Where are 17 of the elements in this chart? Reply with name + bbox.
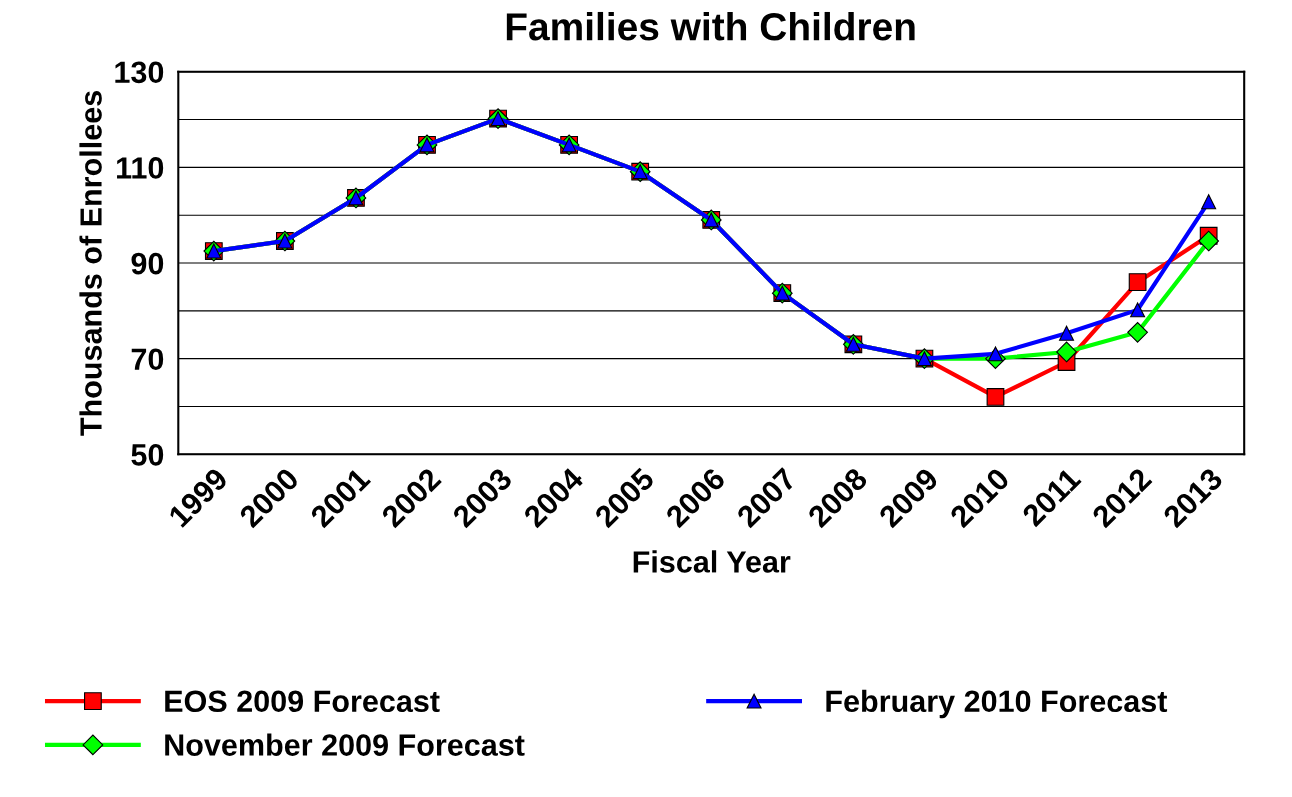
y-axis-title: Thousands of Enrollees xyxy=(79,91,102,436)
chart-title: Families with Children xyxy=(506,11,915,41)
legend-label: EOS 2009 Forecast xyxy=(165,690,440,713)
y-tick-label: 50 xyxy=(131,444,164,466)
x-axis-title: Fiscal Year xyxy=(633,550,791,573)
legend-label: February 2010 Forecast xyxy=(826,689,1168,719)
point xyxy=(1127,321,1148,343)
legend-label: November 2009 Forecast xyxy=(165,733,525,756)
point xyxy=(1059,325,1075,341)
point xyxy=(1201,194,1217,210)
point xyxy=(1056,341,1077,363)
y-tick-label: 70 xyxy=(131,348,164,371)
point xyxy=(1130,302,1146,318)
point xyxy=(1198,230,1220,252)
y-tick-label: 90 xyxy=(131,252,164,275)
y-tick-label: 110 xyxy=(117,157,164,179)
y-tick-label: 130 xyxy=(115,61,164,84)
